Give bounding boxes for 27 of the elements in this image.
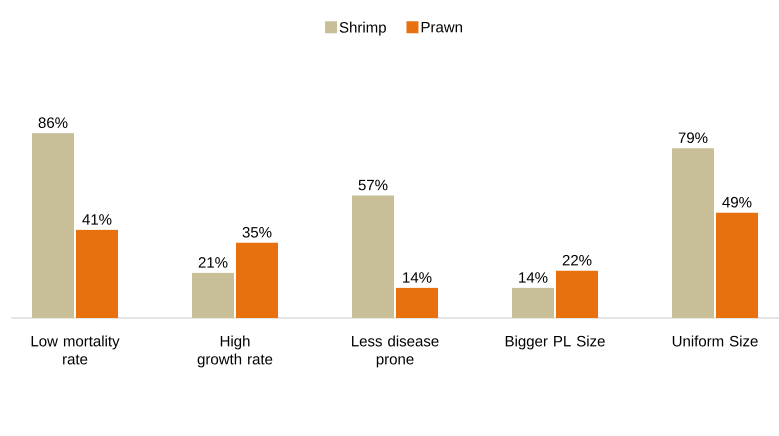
bar	[716, 212, 758, 318]
data-label: 22%	[562, 254, 592, 266]
data-label: 21%	[198, 257, 228, 268]
data-label: 35%	[242, 226, 272, 238]
bar	[352, 196, 394, 318]
data-label: 57%	[358, 180, 388, 190]
bar	[236, 242, 278, 318]
bar	[192, 272, 234, 318]
data-label: 49%	[722, 196, 752, 208]
bar	[32, 133, 74, 318]
data-label: 86%	[38, 117, 68, 128]
bar	[556, 270, 598, 318]
data-label: 14%	[519, 272, 548, 283]
bar	[512, 288, 554, 318]
x-tick-label: Uniform Size	[672, 335, 758, 346]
bar	[672, 148, 714, 318]
data-label: 14%	[403, 272, 432, 283]
data-label: 41%	[82, 214, 112, 225]
x-tick-label: Less disease prone	[352, 335, 439, 368]
legend-label: Prawn	[422, 22, 462, 32]
bar	[396, 288, 438, 318]
x-tick-label: Bigger PL Size	[506, 335, 605, 350]
x-tick-label: High growth rate	[198, 335, 272, 368]
x-tick-label: Low mortality rate	[32, 335, 120, 364]
bar	[76, 230, 118, 318]
data-label: 79%	[678, 132, 708, 144]
legend-label: Shrimp	[340, 22, 386, 36]
